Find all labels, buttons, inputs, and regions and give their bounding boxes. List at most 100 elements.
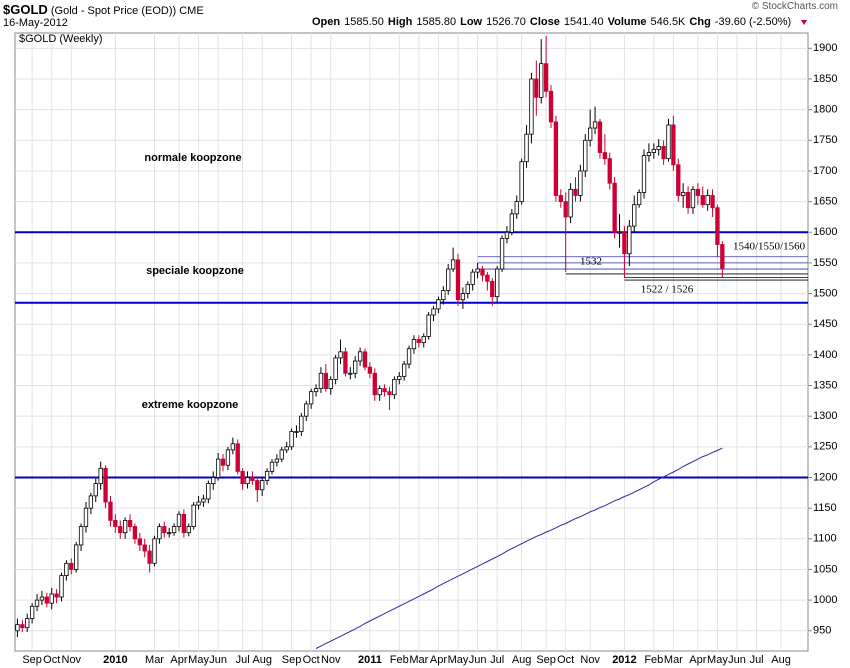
candle-body [20,624,25,629]
candle-body [592,121,598,129]
x-tick-label: Sep [536,654,556,666]
credit: © StockCharts.com [751,1,838,12]
candle-body [167,532,172,535]
candle-body [524,133,529,163]
quote-value: -39.60 (-2.50%) [714,16,792,28]
candle-body [118,526,123,534]
candle-body [255,480,260,491]
y-tick-label: 1600 [813,226,837,238]
quote-label: Chg [689,16,711,28]
candle-body [602,152,608,160]
x-tick-label: Nov [321,654,341,666]
candle-body [411,339,417,350]
y-tick-label: 1650 [813,196,837,208]
y-tick-label: 1800 [813,104,837,116]
candle-body [548,90,554,123]
candle-body [122,520,128,534]
y-tick-label: 1200 [813,471,837,483]
candle-body [225,449,231,466]
x-tick-label: Jul [490,654,504,666]
x-tick-label: Jun [728,654,746,666]
candle-body [632,204,637,227]
candle-body [29,605,35,619]
candle-body [436,299,441,310]
candle-body [338,351,343,359]
candle-body [372,372,377,396]
candle-body [661,146,666,160]
annotation: 1522 / 1526 [641,284,694,296]
candle-body [426,314,431,337]
x-tick-label: Apr [430,654,447,666]
candle-body [88,495,94,509]
candle-body [499,237,505,270]
candle-body [367,366,373,374]
x-tick-label: Mar [145,654,164,666]
candle-body [113,520,118,527]
annotation: 1540/1550/1560 [733,241,806,253]
candle-body [495,268,500,298]
quote-value: 1541.40 [563,16,604,28]
y-tick-label: 1500 [813,287,837,299]
candle-body [362,351,368,368]
candle-body [49,593,54,604]
x-tick-label: Mar [409,654,428,666]
candle-body [387,391,392,396]
plot-frame [14,32,809,652]
candle-body [269,461,275,472]
y-tick-label: 1700 [813,165,837,177]
candle-body [583,139,588,172]
candle-body [191,504,196,527]
candle-body [289,431,294,448]
annotation: normale koopzone [144,152,241,164]
candle-body [622,231,627,255]
candle-body [470,271,475,285]
candle-body [343,351,348,374]
candle-body [465,283,470,294]
candle-body [558,195,563,203]
candle-body [710,195,715,209]
candle-body [230,443,235,451]
candle-body [211,477,216,485]
x-tick-label: May [707,654,728,666]
x-tick-label: Jul [750,654,764,666]
candle-body [690,188,696,209]
x-tick-label: Jun [469,654,487,666]
candle-body [563,201,568,218]
candle-body [74,544,79,570]
candle-body [147,550,152,564]
candle-body [534,78,539,98]
x-tick-label: Jun [209,654,227,666]
candle-body [490,280,495,298]
x-tick-label: Aug [771,654,791,666]
annotation: speciale koopzone [146,265,244,277]
candle-body [313,388,319,393]
y-tick-label: 1550 [813,257,837,269]
candle-body [617,231,622,234]
candle-body [103,467,108,503]
x-tick-label: Feb [390,654,409,666]
x-tick-label: 2012 [612,654,636,666]
candle-body [157,526,162,540]
candle-body [450,259,456,270]
y-tick-label: 1900 [813,42,837,54]
candle-body [186,526,191,534]
x-tick-label: Sep [22,654,42,666]
candle-body [441,290,446,301]
candle-body [700,195,705,206]
x-tick-label: May [448,654,469,666]
candle-body [318,372,324,389]
candle-body [401,363,407,377]
candle-body [671,124,676,166]
candle-body [705,195,710,206]
y-tick-label: 1050 [813,563,837,575]
candle-body [304,403,309,417]
quote-label: Close [529,16,560,28]
candle-body [142,544,147,552]
candle-body [260,480,265,491]
candle-body [597,121,603,153]
candle-body [431,308,436,316]
candle-body [264,470,270,481]
y-tick-label: 1300 [813,410,837,422]
y-tick-label: 950 [813,625,831,637]
